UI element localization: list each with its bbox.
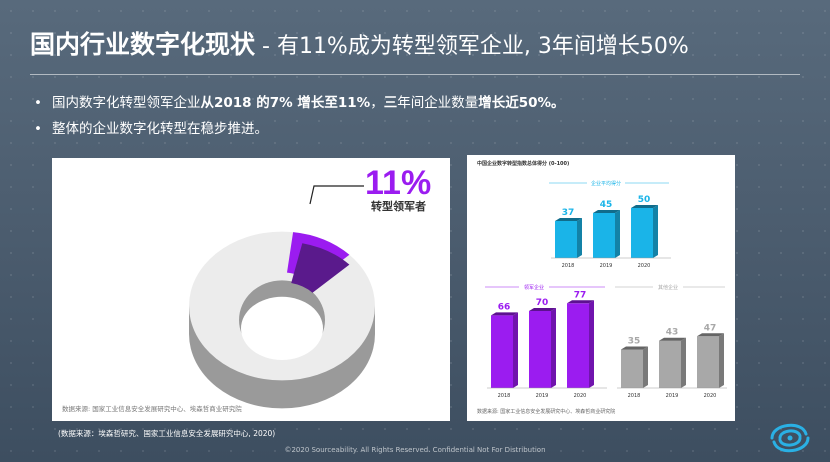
- donut-value-label: 11%: [365, 164, 431, 202]
- x-tick-label: 2019: [666, 393, 679, 399]
- bar: [567, 303, 589, 388]
- bar-chart-title: 中国企业数字转型指数总体得分 (0-100): [477, 160, 569, 167]
- legend-bg: [653, 283, 683, 291]
- x-tick-label: 2020: [704, 393, 717, 399]
- bar: [555, 221, 577, 258]
- bar: [491, 315, 513, 388]
- bar-value-label: 66: [498, 302, 511, 312]
- donut-chart-card: 11% 转型领军者 数据来源: 国家工业信息安全发展研究中心、埃森哲商业研究院: [52, 158, 450, 421]
- donut-category-label: 转型领军者: [371, 199, 426, 213]
- bar-charts-source: 数据来源: 国家工业信息安全发展研究中心、埃森哲商业研究院: [477, 409, 616, 415]
- legend-label: 其他企业: [658, 284, 678, 291]
- bar-value-label: 43: [666, 328, 679, 338]
- x-tick-label: 2019: [600, 263, 613, 269]
- donut-chart: 11%转型领军者: [189, 164, 431, 409]
- bar-top: [659, 337, 686, 341]
- legend-label: 企业平均得分: [591, 180, 621, 187]
- x-tick-label: 2020: [574, 393, 587, 399]
- donut-slice-inner-wall: [291, 243, 350, 293]
- bar-side: [577, 218, 582, 258]
- bar-top: [491, 312, 518, 316]
- title-main: 国内行业数字化现状: [30, 30, 256, 59]
- bar: [593, 213, 615, 258]
- bar-side: [681, 337, 686, 388]
- bar: [621, 349, 643, 388]
- bar-side: [615, 210, 620, 258]
- slide-title: 国内行业数字化现状 - 有11%成为转型领军企业, 3年间增长50%: [30, 28, 689, 64]
- bar-charts: 中国企业数字转型指数总体得分 (0-100) 企业平均得分 37 2018 45 2019…: [477, 160, 727, 399]
- bar-top: [567, 300, 594, 304]
- bar-value-label: 77: [574, 290, 587, 300]
- donut-callout-line: [309, 185, 364, 205]
- bar-charts-card: 中国企业数字转型指数总体得分 (0-100) 企业平均得分 37 2018 45 2019…: [467, 155, 735, 421]
- bullet-item: 整体的企业数字化转型在稳步推进。: [30, 118, 565, 140]
- bar-chart-2: 其他企业 35 2018 43 2019 47 2020: [615, 283, 727, 399]
- bar-side: [513, 312, 518, 388]
- bar-top: [593, 210, 620, 213]
- title-subtitle: - 有11%成为转型领军企业, 3年间增长50%: [255, 34, 689, 59]
- legend-label: 领军企业: [524, 284, 544, 291]
- title-divider: [30, 74, 800, 75]
- bar-top: [529, 308, 556, 311]
- donut-hole: [241, 296, 323, 360]
- bar: [529, 311, 551, 388]
- bar-chart-1: 领军企业 66 2018 70 2019 77 2020: [485, 283, 607, 399]
- legend-bg: [587, 179, 625, 187]
- bar: [631, 208, 653, 258]
- bar-value-label: 45: [600, 200, 613, 210]
- x-tick-label: 2018: [498, 393, 511, 399]
- bullet-list: 国内数字化转型领军企业从2018 的7% 增长至11%，三年间企业数量增长近50…: [30, 92, 565, 144]
- bar-top: [631, 205, 658, 208]
- bar: [659, 340, 681, 388]
- bar-top: [697, 333, 724, 337]
- bar-value-label: 47: [704, 323, 717, 333]
- bar-top: [555, 218, 582, 221]
- bullet-item: 国内数字化转型领军企业从2018 的7% 增长至11%，三年间企业数量增长近50…: [30, 92, 565, 114]
- sourceability-logo-icon: [770, 423, 810, 453]
- bar-side: [551, 308, 556, 388]
- bar-top: [621, 346, 648, 350]
- donut-source: 数据来源: 国家工业信息安全发展研究中心、埃森哲商业研究院: [62, 405, 242, 413]
- bar-side: [589, 300, 594, 388]
- bar-side: [643, 346, 648, 388]
- bar-side: [653, 205, 658, 258]
- bar-value-label: 50: [638, 195, 651, 205]
- x-tick-label: 2018: [628, 393, 641, 399]
- footnote: (数据来源：埃森哲研究、国家工业信息安全发展研究中心, 2020): [58, 429, 276, 438]
- copyright: ©2020 Sourceability. All Rights Reserved…: [284, 446, 546, 454]
- x-tick-label: 2019: [536, 393, 549, 399]
- bar: [697, 336, 719, 388]
- bar-chart-0: 企业平均得分 37 2018 45 2019 50 2020: [549, 179, 671, 269]
- x-tick-label: 2020: [638, 263, 651, 269]
- bar-value-label: 35: [628, 337, 641, 347]
- bar-side: [719, 333, 724, 388]
- legend-bg: [519, 283, 549, 291]
- bar-value-label: 37: [562, 208, 575, 218]
- x-tick-label: 2018: [562, 263, 575, 269]
- bar-value-label: 70: [536, 298, 549, 308]
